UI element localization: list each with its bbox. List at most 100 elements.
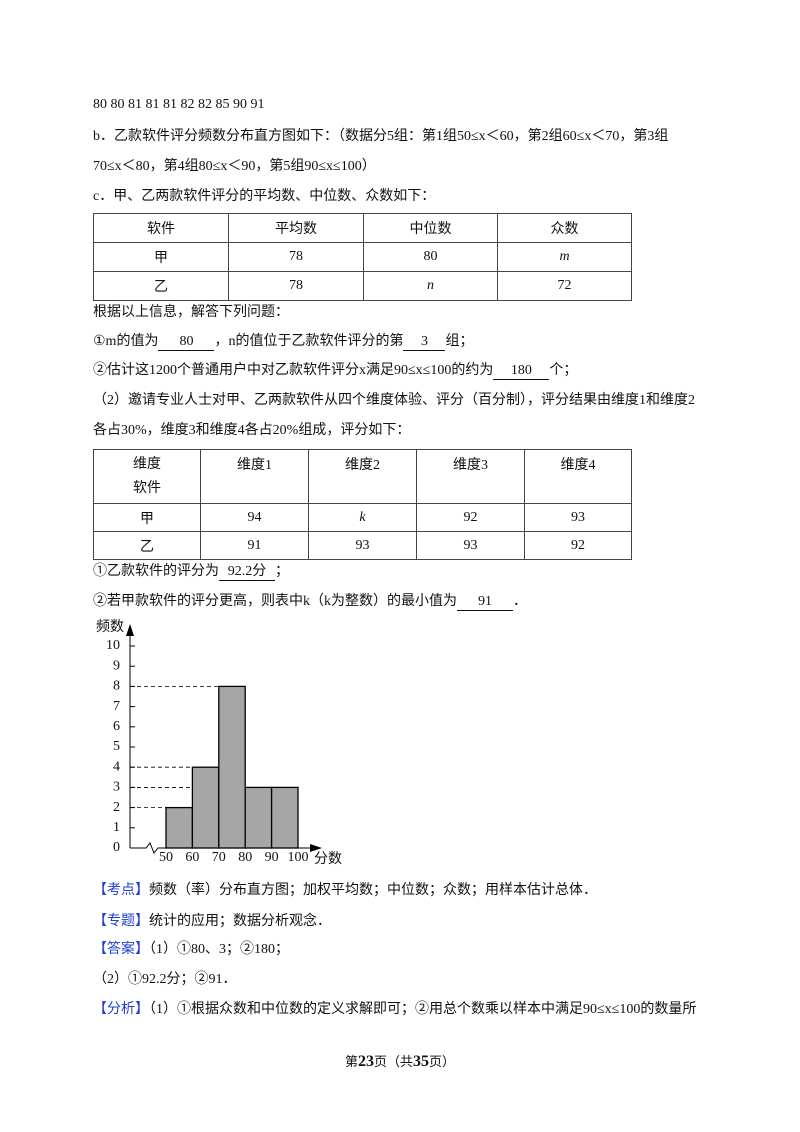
cell: 80 [363,242,498,272]
header-cell: 众数 [497,213,632,243]
cell: 94 [200,503,309,532]
text: ②估计这1200个普通用户中对乙款软件评分x满足90≤x≤100的约为 [93,363,494,378]
cell: 甲 [93,503,201,532]
text: 个； [549,363,578,378]
y-tick-label: 0 [113,840,120,855]
text: ①乙款软件的评分为 [93,564,219,579]
y-axis-arrow [126,624,134,636]
cell: 91 [200,531,309,560]
cell: 93 [308,531,417,560]
x-tick-label: 80 [238,850,252,865]
text-line: c．甲、乙两款软件评分的平均数、中位数、众数如下： [93,189,436,204]
cell: 乙 [93,531,201,560]
header-cell: 维度2 [308,449,417,504]
corner-cell: 维度 软件 [93,449,201,504]
x-axis-label: 分数 [314,851,342,867]
note: 【答案】（1）①80、3；②180； [93,940,289,960]
note-text: 统计的应用；数据分析观念． [149,914,331,929]
corner-bottom: 软件 [133,480,161,496]
y-tick-label: 5 [113,739,120,754]
note-tag: 【考点】 [93,883,149,898]
cell: 93 [416,531,525,560]
header-cell: 维度1 [200,449,309,504]
header-cell: 维度3 [416,449,525,504]
answer: 180 [493,363,550,380]
footer: 第23页（共35页） [0,1052,800,1072]
question: ②若甲款软件的评分更高，则表中k（k为整数）的最小值为 91 ． [93,592,527,612]
x-tick-label: 50 [159,850,173,865]
note-tag: 【答案】 [93,942,149,957]
cell: 78 [228,271,364,301]
text-line: 80 80 81 81 81 82 82 85 90 91 [93,97,265,112]
text: 第 [344,1054,358,1069]
bar [270,786,299,849]
text-line: （2）①92.2分；②91． [93,972,237,987]
answer: 92.2分 [219,564,275,581]
cell: n [363,271,498,301]
answer: 80 [158,334,215,351]
header-cell: 维度4 [524,449,632,504]
cell: 93 [524,503,632,532]
cell: 92 [416,503,525,532]
y-tick-label: 2 [113,800,120,815]
note: 【考点】频数（率）分布直方图；加权平均数；中位数；众数；用样本估计总体． [93,881,597,901]
y-tick-label: 4 [113,759,120,774]
cell: m [497,242,632,272]
bar [191,766,220,849]
text-line: b．乙款软件评分频数分布直方图如下：（数据分5组：第1组50≤x＜60，第2组6… [93,129,669,144]
y-tick-label: 3 [113,780,120,795]
note-text: （1）①80、3；②180； [149,942,289,957]
note: 【专题】统计的应用；数据分析观念． [93,912,331,932]
note-tag: 【分析】 [93,1002,149,1017]
bar [165,806,194,849]
table-scores: 维度 软件 维度1 维度2 维度3 维度4 甲 94 k 92 93 乙 91 93 93 92 [93,449,632,560]
text-line: 各占30%，维度3和维度4各占20%组成，评分如下： [93,423,411,438]
text-line: 根据以上信息，解答下列问题： [93,305,289,320]
cell: 78 [228,242,364,272]
question: ①乙款软件的评分为 92.2分； [93,562,289,582]
cell: k [308,503,417,532]
x-tick-label: 60 [185,850,199,865]
text: ． [513,594,527,609]
answer: 91 [457,594,513,611]
note-text: 频数（率）分布直方图；加权平均数；中位数；众数；用样本估计总体． [149,883,597,898]
bar [244,786,273,849]
note-text: （1）①根据众数和中位数的定义求解即可；②用总个数乘以样本中满足90≤x≤100… [149,1002,697,1017]
cell: 92 [524,531,632,560]
x-axis-arrow [310,844,322,852]
question: ①m的值为 80 ，n的值位于乙款软件评分的第 3 组； [93,332,473,352]
question: ②估计这1200个普通用户中对乙款软件评分x满足90≤x≤100的约为 180 个； [93,361,577,381]
header-cell: 软件 [93,213,229,243]
note: 【分析】（1）①根据众数和中位数的定义求解即可；②用总个数乘以样本中满足90≤x… [93,1000,696,1020]
header-cell: 中位数 [363,213,498,243]
note-tag: 【专题】 [93,914,149,929]
text: ②若甲款软件的评分更高，则表中k（k为整数）的最小值为 [93,594,457,609]
cell: 乙 [93,271,229,301]
text: ，n的值位于乙款软件评分的第 [214,334,404,349]
x-tick-label: 90 [265,850,279,865]
corner-top: 维度 [133,456,161,472]
text-line: （2）邀请专业人士对甲、乙两款软件从四个维度体验、评分（百分制），评分结果由维度… [93,393,695,408]
text: ； [275,564,289,579]
y-tick-label: 9 [113,658,120,673]
text-line: 70≤x＜80，第4组80≤x＜90，第5组90≤x≤100） [93,159,376,174]
y-tick-label: 10 [106,638,120,653]
page-total: 35 [413,1053,429,1070]
text: ①m的值为 [93,334,159,349]
x-tick-label: 70 [212,850,226,865]
answer: 3 [403,334,446,351]
header-cell: 平均数 [228,213,364,243]
text: 组； [445,334,474,349]
cell: 72 [497,271,632,301]
cell: 甲 [93,242,229,272]
y-tick-label: 1 [113,820,120,835]
y-tick-label: 7 [113,699,120,714]
bar [218,685,246,849]
y-tick-label: 8 [113,679,120,694]
table-stats: 软件 平均数 中位数 众数 甲 78 80 m 乙 78 n 72 [93,213,632,301]
text: 页（共 [373,1054,413,1069]
x-tick-label: 100 [288,850,309,865]
y-axis-label: 频数 [96,619,124,635]
